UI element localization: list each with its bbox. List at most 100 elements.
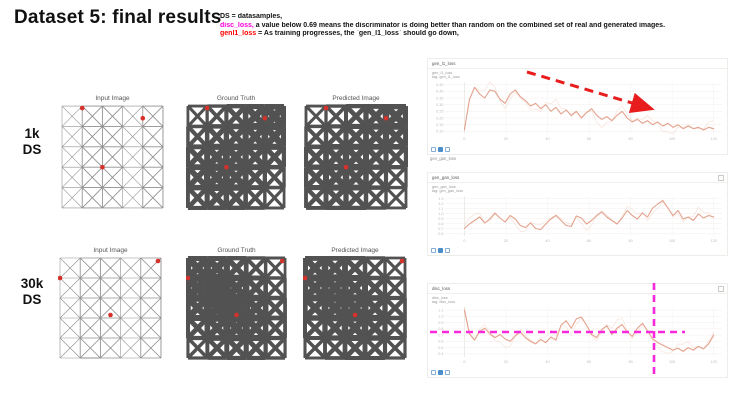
svg-text:1.1: 1.1 — [438, 206, 443, 210]
svg-text:100: 100 — [669, 136, 675, 140]
svg-text:0.7: 0.7 — [438, 226, 443, 230]
note-line: genl1_loss = As training progresses, the… — [220, 30, 726, 39]
panel-title: Input Image — [95, 95, 130, 102]
svg-text:0.10: 0.10 — [436, 129, 443, 133]
loss-chart-gen-gan: 0.6 0.7 0.8 0.9 1.0 1.1 1.2 1.3 0 20 40 60 80 100 120 — [430, 194, 725, 244]
chart-run-name: disc_loss — [432, 295, 448, 300]
expand-chart-icon[interactable] — [431, 248, 436, 253]
note-line: disc_loss, a value below 0.69 means the … — [220, 22, 726, 31]
lattice-image-ground-truth — [186, 104, 286, 210]
svg-text:0.45: 0.45 — [436, 83, 443, 87]
chart-toolbar — [431, 147, 450, 152]
dataset-row-label-30k: 30k DS — [10, 276, 54, 308]
chart-subtitle: gen_l1_loss tag: gen_l1_loss — [428, 69, 727, 80]
svg-text:80: 80 — [628, 238, 632, 242]
row-label-line: 30k — [20, 276, 44, 291]
chart-tag-line: tag: gen_gan_loss — [432, 189, 464, 194]
pin-chart-icon[interactable] — [438, 147, 443, 152]
svg-text:20: 20 — [504, 359, 508, 363]
panel-title: Ground Truth — [216, 95, 256, 102]
panel-title: Input Image — [93, 247, 128, 254]
row-label-line: DS — [22, 292, 42, 307]
chart-tag-line: tag: gen_l1_loss — [432, 75, 460, 80]
panel-title: Predicted Image — [332, 95, 380, 102]
note-text: = As training progresses, the `gen_l1_lo… — [256, 30, 459, 38]
svg-text:0.30: 0.30 — [436, 103, 443, 107]
svg-text:1.1: 1.1 — [438, 308, 443, 312]
svg-text:100: 100 — [669, 359, 675, 363]
svg-text:0.8: 0.8 — [438, 221, 443, 225]
svg-text:0.25: 0.25 — [436, 109, 443, 113]
chart-toolbar — [431, 248, 450, 253]
panel-title: Ground Truth — [217, 247, 256, 254]
note-keyword-genl1-loss: genl1_loss — [220, 30, 257, 38]
svg-text:0.6: 0.6 — [438, 339, 443, 343]
note-text: a value below 0.69 means the discriminat… — [253, 21, 666, 29]
loss-chart-gen-l1: 0.10 0.15 0.20 0.25 0.30 0.35 0.40 0.45 0 20 40 60 8… — [430, 80, 725, 142]
svg-text:20: 20 — [504, 136, 508, 140]
chart-run-name: gen_l1_loss — [432, 70, 453, 75]
svg-text:1.3: 1.3 — [438, 196, 443, 200]
svg-text:0.7: 0.7 — [438, 333, 443, 337]
chart-card-disc-loss: disc_loss disc_loss tag: disc_loss 0.4 0.… — [427, 283, 728, 378]
row-label-line: 1k — [24, 126, 40, 141]
svg-text:0.9: 0.9 — [438, 321, 443, 325]
svg-text:60: 60 — [587, 136, 591, 140]
note-text: = datasamples, — [229, 13, 283, 20]
lattice-image-ground-truth — [186, 256, 287, 360]
svg-text:0.9: 0.9 — [438, 216, 443, 220]
lattice-image-predicted — [304, 104, 408, 210]
panel-menu-icon[interactable] — [718, 175, 724, 181]
fit-data-icon[interactable] — [445, 248, 450, 253]
note-line: DS = datasamples, — [220, 13, 726, 22]
svg-text:0: 0 — [463, 359, 465, 363]
fit-data-icon[interactable] — [445, 147, 450, 152]
svg-text:60: 60 — [587, 238, 591, 242]
loss-chart-disc: 0.4 0.5 0.6 0.7 0.8 0.9 1.0 1.1 0 20 40 60 80 100 120 — [430, 305, 725, 365]
svg-text:120: 120 — [711, 238, 717, 242]
lattice-image-predicted — [303, 256, 407, 360]
svg-text:0.5: 0.5 — [438, 346, 443, 350]
svg-text:0: 0 — [463, 136, 465, 140]
chart-card-gen-l1-loss: gen_l1_loss gen_l1_loss tag: gen_l1_loss… — [427, 58, 728, 155]
svg-text:120: 120 — [711, 136, 717, 140]
chart-subtitle: disc_loss tag: disc_loss — [428, 294, 727, 305]
svg-text:0.6: 0.6 — [438, 231, 443, 235]
lattice-image-input — [58, 256, 163, 360]
svg-text:20: 20 — [504, 238, 508, 242]
svg-text:40: 40 — [545, 238, 549, 242]
chart-card-gen-gan-loss: gen_gan_loss gen_gan_loss tag: gen_gan_l… — [427, 172, 728, 256]
chart-tag: gen_l1_loss — [428, 59, 727, 69]
expand-chart-icon[interactable] — [431, 147, 436, 152]
panel-title: Predicted Image — [331, 247, 379, 254]
row-label-line: DS — [22, 142, 42, 157]
svg-text:80: 80 — [628, 359, 632, 363]
chart-separator-label: gen_gan_loss — [430, 156, 457, 161]
svg-text:40: 40 — [545, 136, 549, 140]
svg-text:1.0: 1.0 — [438, 314, 443, 318]
note-keyword-disc-loss: disc_loss, — [220, 21, 254, 29]
svg-text:40: 40 — [545, 359, 549, 363]
chart-toolbar — [431, 370, 450, 375]
pin-chart-icon[interactable] — [438, 370, 443, 375]
fit-data-icon[interactable] — [445, 370, 450, 375]
pin-chart-icon[interactable] — [438, 248, 443, 253]
note-keyword: DS — [220, 13, 230, 20]
svg-text:60: 60 — [587, 359, 591, 363]
chart-tag: gen_gan_loss — [428, 173, 727, 183]
page-title: Dataset 5: final results — [14, 7, 222, 28]
svg-text:0.20: 0.20 — [436, 116, 443, 120]
expand-chart-icon[interactable] — [431, 370, 436, 375]
svg-text:1.0: 1.0 — [438, 211, 443, 215]
svg-text:100: 100 — [669, 238, 675, 242]
svg-text:0.4: 0.4 — [438, 352, 443, 356]
chart-tag-line: tag: disc_loss — [432, 300, 456, 305]
svg-text:0.35: 0.35 — [436, 96, 443, 100]
dataset-row-label-1k: 1k DS — [10, 126, 54, 158]
lattice-image-input — [60, 104, 165, 210]
svg-text:0.15: 0.15 — [436, 123, 443, 127]
panel-menu-icon[interactable] — [718, 286, 724, 292]
chart-run-name: gen_gan_loss — [432, 184, 456, 189]
svg-text:0.40: 0.40 — [436, 89, 443, 93]
